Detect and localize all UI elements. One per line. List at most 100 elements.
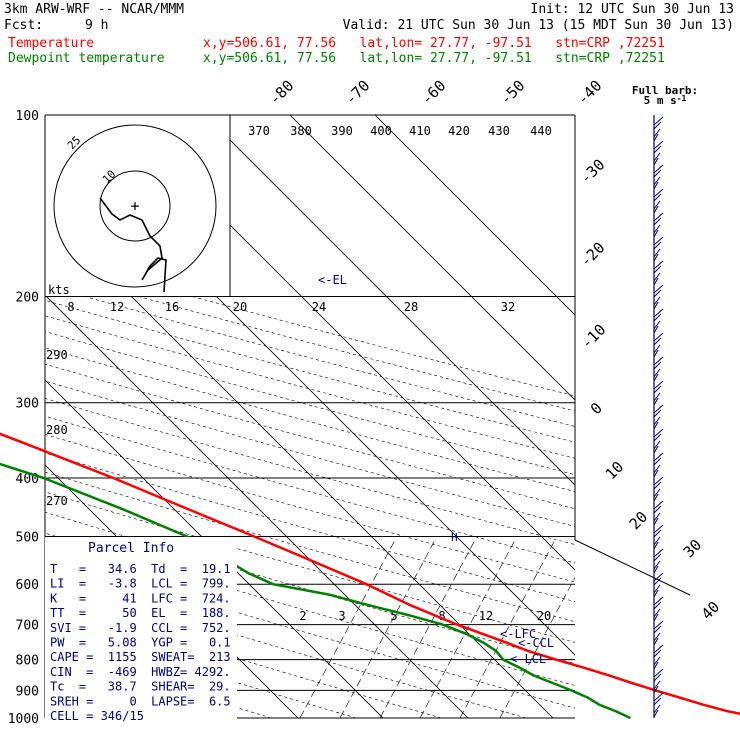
theta-tick-label: 440	[530, 124, 552, 138]
wind-barb	[653, 625, 662, 634]
wind-barb	[653, 433, 662, 442]
wind-barb	[653, 313, 662, 322]
mixing-ratio-lines	[299, 539, 575, 719]
wind-barb	[653, 572, 664, 582]
dry-adiabat	[45, 532, 575, 686]
wind-barb	[653, 320, 661, 330]
hodograph-speed-label: 8	[67, 300, 74, 314]
pressure-label: 200	[16, 291, 39, 306]
wind-barb	[653, 632, 661, 642]
wind-barb	[653, 613, 659, 622]
pressure-label: 700	[16, 619, 39, 634]
wind-barb	[653, 200, 661, 210]
mixing-ratio-label: 5	[390, 609, 397, 623]
wind-barb	[653, 176, 661, 186]
pressure-label: 100	[16, 109, 39, 124]
pressure-label: 500	[16, 530, 39, 545]
wind-barb	[653, 404, 664, 414]
wind-barb	[653, 277, 659, 286]
parcel-info-row: PW = 5.08 YGP = 0.1	[50, 636, 231, 650]
wind-barb	[653, 344, 661, 354]
wind-barb	[653, 644, 664, 654]
theta-tick-label-left: 290	[46, 348, 68, 362]
wind-barb	[653, 236, 664, 246]
wind-barb	[653, 493, 659, 502]
parcel-info-row: CIN = -469 HWBZ= 4292.	[50, 665, 231, 679]
isotherm	[45, 294, 469, 719]
dry-adiabat	[45, 300, 575, 443]
theta-tick-label: 420	[448, 124, 470, 138]
wind-barb	[653, 169, 662, 178]
wind-barb	[653, 560, 661, 570]
wind-barb	[653, 368, 661, 378]
wind-barb	[653, 685, 659, 694]
wind-barb	[653, 668, 664, 678]
parcel-info-title: Parcel Info	[88, 541, 174, 556]
wind-barb	[653, 121, 662, 130]
wind-barb	[653, 145, 662, 154]
wind-barb	[653, 361, 662, 370]
legend-dewpoint-name: Dewpoint temperature	[8, 51, 165, 66]
temperature-tick-label: 10	[602, 458, 628, 484]
wind-barb	[653, 140, 664, 150]
wind-barb	[653, 680, 661, 690]
wind-barb	[653, 224, 661, 234]
mixing-ratio-label: 8	[438, 609, 445, 623]
wind-key-title: Full barb:	[632, 84, 698, 97]
theta-tick-label: 410	[409, 124, 431, 138]
parcel-box	[45, 537, 237, 720]
dry-adiabat	[45, 576, 527, 719]
parcel-info-row: CELL = 346/15	[50, 709, 144, 723]
dry-adiabat	[45, 315, 575, 459]
wind-barb	[653, 229, 659, 238]
wind-barb	[653, 488, 661, 498]
wind-barb	[653, 349, 659, 358]
temperature-tick-label: -70	[342, 77, 374, 109]
temperature-tick-label: -60	[418, 77, 450, 109]
wind-barb	[653, 529, 662, 538]
legend-dewpoint-info: x,y=506.61, 77.56 lat,lon= 27.77, -97.51…	[203, 51, 665, 66]
pressure-label: 300	[16, 397, 39, 412]
pressure-label: 900	[16, 684, 39, 699]
pressure-label: 800	[16, 654, 39, 669]
model-title: 3km ARW-WRF -- NCAR/MMM	[4, 2, 185, 17]
pressure-label: 600	[16, 578, 39, 593]
el-annotation: <-EL	[318, 273, 347, 287]
wind-barb	[653, 164, 664, 174]
wind-barb	[653, 445, 659, 454]
wind-barb	[653, 253, 659, 262]
wind-barb	[653, 332, 664, 342]
wind-barb	[653, 356, 664, 366]
mixing-ratio-line	[339, 539, 436, 719]
forecast-label: Fcst:	[4, 18, 44, 33]
wind-barb	[653, 289, 662, 298]
temperature-tick-label: -20	[577, 239, 609, 271]
temperature-tick-label: 30	[680, 536, 706, 562]
hodograph-center-mark: +	[130, 197, 139, 215]
hodograph-units-label: kts	[48, 283, 70, 297]
wind-barb	[653, 325, 659, 334]
wind-barb	[653, 440, 661, 450]
temperature-tick-label: 40	[698, 598, 724, 624]
parcel-info-row: CAPE = 1155 SWEAT= 213	[50, 650, 231, 664]
wind-barb	[653, 469, 659, 478]
wind-barb	[653, 385, 662, 394]
wind-barb	[653, 649, 662, 658]
parcel-info-box: Parcel Info T = 34.6 Td = 19.1LI = -3.8 L…	[45, 537, 237, 723]
wind-barb	[653, 704, 661, 714]
hodograph-speed-label: 24	[312, 300, 326, 314]
wind-barb	[653, 577, 662, 586]
wind-barb	[653, 589, 659, 598]
wind-barb	[653, 620, 664, 630]
valid-time: Valid: 21 UTC Sun 30 Jun 13 (15 MDT Sun …	[342, 18, 734, 33]
hodograph-speed-label: 32	[501, 300, 515, 314]
forecast-hour: 9 h	[85, 18, 109, 33]
hodograph-trace	[99, 197, 167, 293]
mixing-ratio-label: 20	[537, 609, 551, 623]
temperature-tick-label: -80	[266, 77, 298, 109]
parcel-info-row: SVI = -1.9 CCL = 752.	[50, 621, 231, 635]
wind-barb	[653, 452, 664, 462]
parcel-info-row: K = 41 LFC = 724.	[50, 591, 231, 605]
